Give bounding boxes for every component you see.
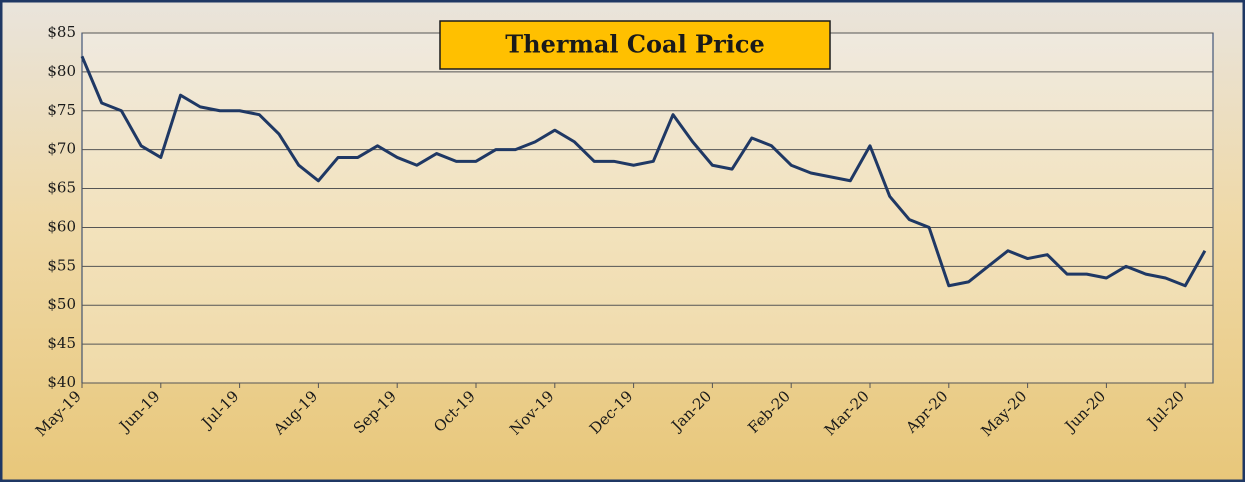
y-tick-label: $85 [47,23,76,41]
y-tick-label: $70 [47,140,76,158]
chart: $40$45$50$55$60$65$70$75$80$85May-19Jun-… [0,0,1245,482]
y-tick-label: $80 [47,62,76,80]
y-tick-label: $50 [47,295,76,313]
y-tick-label: $60 [47,217,76,235]
plot-area [82,33,1213,383]
y-tick-label: $65 [47,179,76,197]
chart-title: Thermal Coal Price [505,30,764,59]
y-tick-label: $45 [47,334,76,352]
y-tick-label: $55 [47,256,76,274]
y-tick-label: $75 [47,101,76,119]
